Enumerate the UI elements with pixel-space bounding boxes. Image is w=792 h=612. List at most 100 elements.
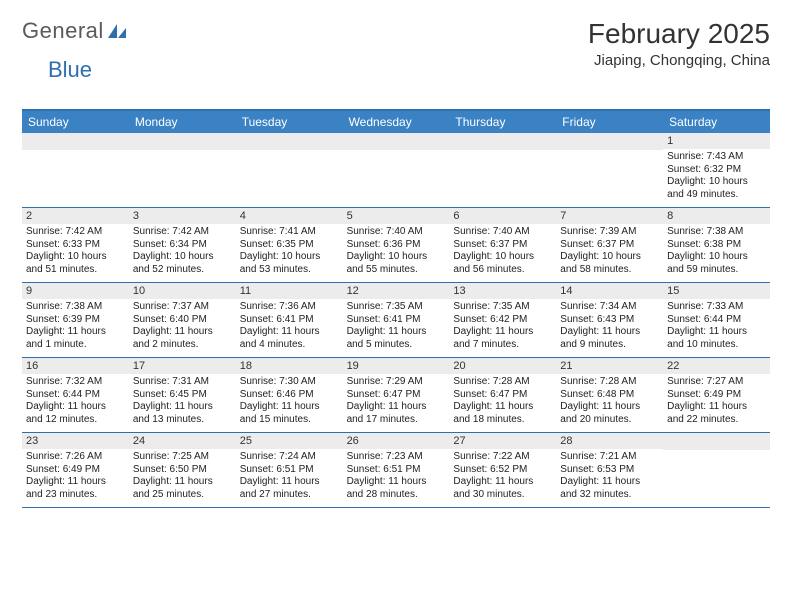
- day-info: Sunrise: 7:35 AMSunset: 6:41 PMDaylight:…: [347, 301, 446, 351]
- day-cell: 1Sunrise: 7:43 AMSunset: 6:32 PMDaylight…: [663, 133, 770, 207]
- day-cell: 2 Sunrise: 7:42 AMSunset: 6:33 PMDaylight…: [22, 208, 129, 282]
- day-number: 8: [667, 210, 673, 222]
- sunrise-line: Sunrise: 7:28 AM: [560, 376, 659, 389]
- day-number-band: 1: [663, 133, 770, 149]
- day-number-band: 6: [449, 208, 556, 224]
- dayhdr-sat: Saturday: [663, 111, 770, 133]
- day-number: 19: [347, 360, 359, 372]
- day-number-band: 7: [556, 208, 663, 224]
- sunset-line: Sunset: 6:41 PM: [347, 314, 446, 327]
- day-cell: 8 Sunrise: 7:38 AMSunset: 6:38 PMDaylight…: [663, 208, 770, 282]
- day-info: Sunrise: 7:35 AMSunset: 6:42 PMDaylight:…: [453, 301, 552, 351]
- dayhdr-fri: Friday: [556, 111, 663, 133]
- dayhdr-tue: Tuesday: [236, 111, 343, 133]
- sunrise-line: Sunrise: 7:28 AM: [453, 376, 552, 389]
- sunrise-line: Sunrise: 7:38 AM: [26, 301, 125, 314]
- day-number-band: [22, 133, 129, 150]
- day-number: 17: [133, 360, 145, 372]
- daylight-line: Daylight: 11 hours and 22 minutes.: [667, 401, 766, 426]
- day-number-band: [556, 133, 663, 150]
- day-number-band: 12: [343, 283, 450, 299]
- dayhdr-mon: Monday: [129, 111, 236, 133]
- sunset-line: Sunset: 6:47 PM: [453, 389, 552, 402]
- sunset-line: Sunset: 6:34 PM: [133, 239, 232, 252]
- sunset-line: Sunset: 6:44 PM: [26, 389, 125, 402]
- day-number-band: 14: [556, 283, 663, 299]
- daylight-line: Daylight: 11 hours and 17 minutes.: [347, 401, 446, 426]
- day-number: 14: [560, 285, 572, 297]
- sunset-line: Sunset: 6:49 PM: [667, 389, 766, 402]
- sunset-line: Sunset: 6:51 PM: [240, 464, 339, 477]
- sunset-line: Sunset: 6:52 PM: [453, 464, 552, 477]
- sunset-line: Sunset: 6:50 PM: [133, 464, 232, 477]
- daylight-line: Daylight: 11 hours and 9 minutes.: [560, 326, 659, 351]
- day-number: 1: [667, 135, 673, 147]
- day-cell: 7 Sunrise: 7:39 AMSunset: 6:37 PMDaylight…: [556, 208, 663, 282]
- day-info: Sunrise: 7:40 AMSunset: 6:37 PMDaylight:…: [453, 226, 552, 276]
- sunset-line: Sunset: 6:47 PM: [347, 389, 446, 402]
- sunrise-line: Sunrise: 7:39 AM: [560, 226, 659, 239]
- day-number-band: 13: [449, 283, 556, 299]
- day-cell: 9Sunrise: 7:38 AMSunset: 6:39 PMDaylight…: [22, 283, 129, 357]
- sunrise-line: Sunrise: 7:38 AM: [667, 226, 766, 239]
- day-number: 7: [560, 210, 566, 222]
- daylight-line: Daylight: 11 hours and 1 minute.: [26, 326, 125, 351]
- daylight-line: Daylight: 11 hours and 7 minutes.: [453, 326, 552, 351]
- day-number-band: 2: [22, 208, 129, 224]
- day-cell: [129, 133, 236, 207]
- daylight-line: Daylight: 10 hours and 53 minutes.: [240, 251, 339, 276]
- sunrise-line: Sunrise: 7:31 AM: [133, 376, 232, 389]
- day-info: Sunrise: 7:33 AMSunset: 6:44 PMDaylight:…: [667, 301, 766, 351]
- day-cell: 22Sunrise: 7:27 AMSunset: 6:49 PMDayligh…: [663, 358, 770, 432]
- sunrise-line: Sunrise: 7:27 AM: [667, 376, 766, 389]
- sunrise-line: Sunrise: 7:34 AM: [560, 301, 659, 314]
- day-info: Sunrise: 7:26 AMSunset: 6:49 PMDaylight:…: [26, 451, 125, 501]
- sunrise-line: Sunrise: 7:26 AM: [26, 451, 125, 464]
- day-number: 3: [133, 210, 139, 222]
- sunrise-line: Sunrise: 7:21 AM: [560, 451, 659, 464]
- day-number: 6: [453, 210, 459, 222]
- day-number-band: 10: [129, 283, 236, 299]
- day-cell: 13 Sunrise: 7:35 AMSunset: 6:42 PMDayligh…: [449, 283, 556, 357]
- daylight-line: Daylight: 11 hours and 27 minutes.: [240, 476, 339, 501]
- daylight-line: Daylight: 11 hours and 30 minutes.: [453, 476, 552, 501]
- day-number-band: 23: [22, 433, 129, 449]
- daylight-line: Daylight: 11 hours and 4 minutes.: [240, 326, 339, 351]
- sunrise-line: Sunrise: 7:40 AM: [453, 226, 552, 239]
- sunrise-line: Sunrise: 7:41 AM: [240, 226, 339, 239]
- day-number-band: 15: [663, 283, 770, 299]
- day-info: Sunrise: 7:38 AMSunset: 6:38 PMDaylight:…: [667, 226, 766, 276]
- day-number-band: 4: [236, 208, 343, 224]
- day-number-band: 27: [449, 433, 556, 449]
- day-number-band: 18: [236, 358, 343, 374]
- day-info: Sunrise: 7:22 AMSunset: 6:52 PMDaylight:…: [453, 451, 552, 501]
- sail-icon: [106, 22, 128, 40]
- day-number-band: 16: [22, 358, 129, 374]
- day-number-band: [343, 133, 450, 150]
- sunrise-line: Sunrise: 7:30 AM: [240, 376, 339, 389]
- day-number: 26: [347, 435, 359, 447]
- dayhdr-thu: Thursday: [449, 111, 556, 133]
- day-number-band: 26: [343, 433, 450, 449]
- day-number: 12: [347, 285, 359, 297]
- day-cell: 21Sunrise: 7:28 AMSunset: 6:48 PMDayligh…: [556, 358, 663, 432]
- sunrise-line: Sunrise: 7:23 AM: [347, 451, 446, 464]
- sunset-line: Sunset: 6:35 PM: [240, 239, 339, 252]
- day-info: Sunrise: 7:42 AMSunset: 6:33 PMDaylight:…: [26, 226, 125, 276]
- sunrise-line: Sunrise: 7:37 AM: [133, 301, 232, 314]
- day-cell: 6 Sunrise: 7:40 AMSunset: 6:37 PMDaylight…: [449, 208, 556, 282]
- daylight-line: Daylight: 11 hours and 12 minutes.: [26, 401, 125, 426]
- day-info: Sunrise: 7:37 AMSunset: 6:40 PMDaylight:…: [133, 301, 232, 351]
- day-info: Sunrise: 7:25 AMSunset: 6:50 PMDaylight:…: [133, 451, 232, 501]
- day-header-row: Sunday Monday Tuesday Wednesday Thursday…: [22, 111, 770, 133]
- sunset-line: Sunset: 6:33 PM: [26, 239, 125, 252]
- sunset-line: Sunset: 6:37 PM: [560, 239, 659, 252]
- sunset-line: Sunset: 6:43 PM: [560, 314, 659, 327]
- day-number-band: 3: [129, 208, 236, 224]
- day-info: Sunrise: 7:28 AMSunset: 6:48 PMDaylight:…: [560, 376, 659, 426]
- calendar-body: 1Sunrise: 7:43 AMSunset: 6:32 PMDaylight…: [22, 133, 770, 508]
- sunrise-line: Sunrise: 7:35 AM: [453, 301, 552, 314]
- daylight-line: Daylight: 11 hours and 18 minutes.: [453, 401, 552, 426]
- daylight-line: Daylight: 10 hours and 58 minutes.: [560, 251, 659, 276]
- day-info: Sunrise: 7:40 AMSunset: 6:36 PMDaylight:…: [347, 226, 446, 276]
